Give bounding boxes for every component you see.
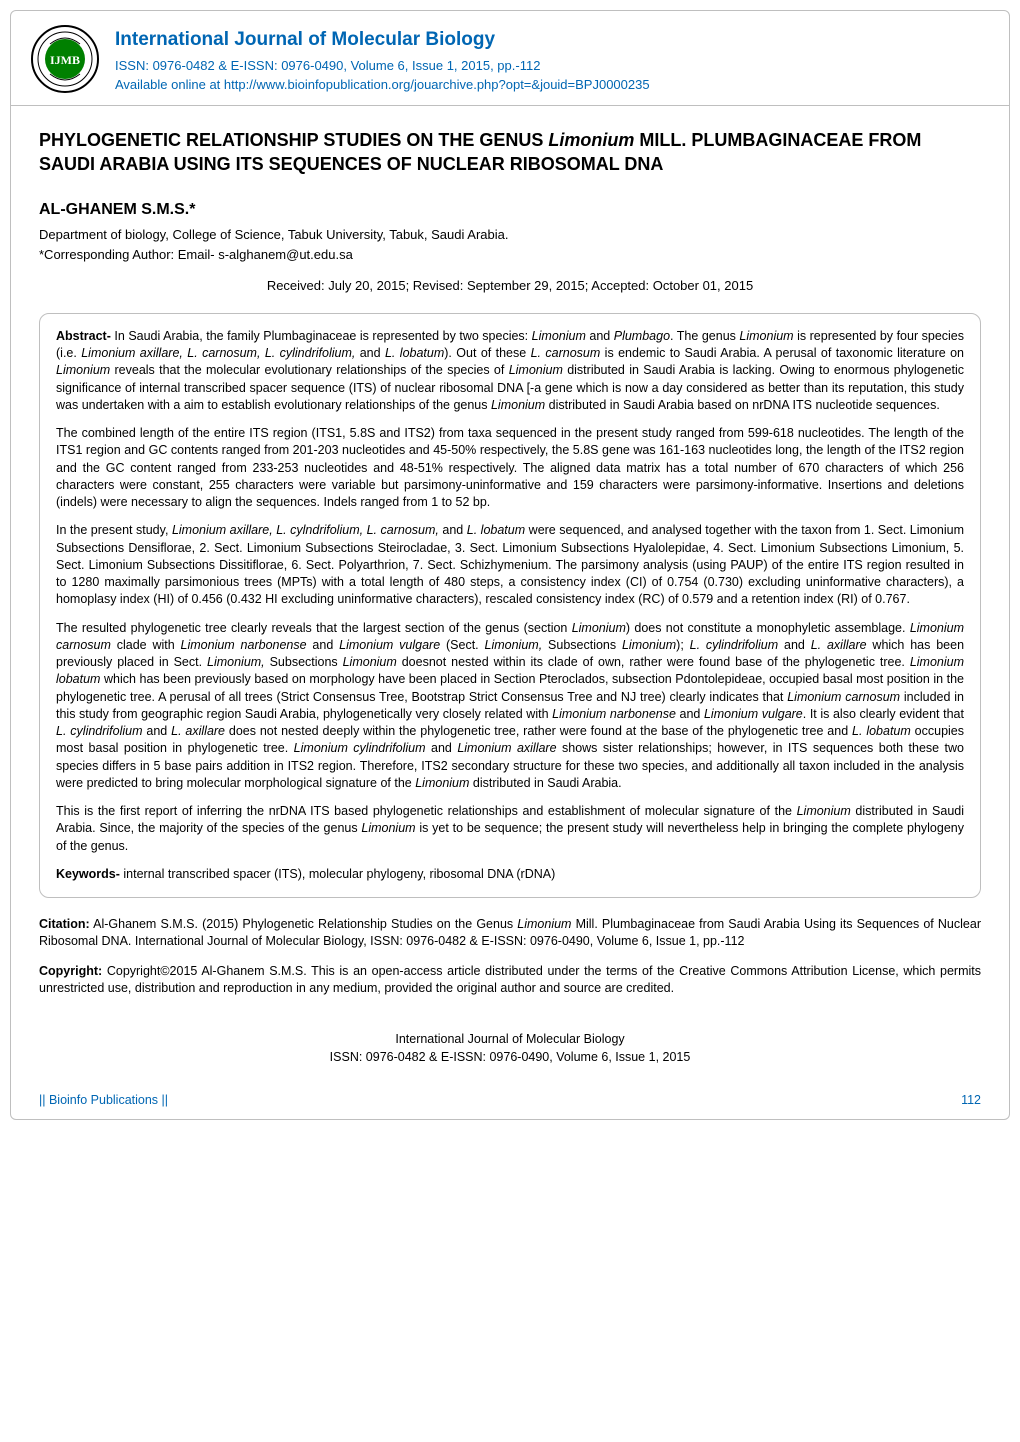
abstract-box: Abstract- In Saudi Arabia, the family Pl… [39, 313, 981, 898]
journal-issn-line: ISSN: 0976-0482 & E-ISSN: 0976-0490, Vol… [115, 57, 991, 75]
journal-title: International Journal of Molecular Biolo… [115, 27, 991, 53]
journal-url-line: Available online at http://www.bioinfopu… [115, 76, 991, 94]
copyright-text: Copyright©2015 Al-Ghanem S.M.S. This is … [39, 964, 981, 995]
page-frame: IJMB International Journal of Molecular … [10, 10, 1010, 1120]
post-abstract: Citation: Al-Ghanem S.M.S. (2015) Phylog… [39, 916, 981, 997]
footer-center: International Journal of Molecular Biolo… [39, 1031, 981, 1066]
bottom-bar: || Bioinfo Publications || 112 [11, 1088, 1009, 1119]
affiliation: Department of biology, College of Scienc… [39, 226, 981, 244]
abstract-p1-text: In Saudi Arabia, the family Plumbaginace… [56, 329, 964, 412]
title-italic-1: Limonium [548, 130, 634, 150]
corresponding-author: *Corresponding Author: Email- s-alghanem… [39, 246, 981, 264]
page-number: 112 [961, 1092, 981, 1109]
copyright: Copyright: Copyright©2015 Al-Ghanem S.M.… [39, 963, 981, 998]
journal-info: International Journal of Molecular Biolo… [115, 23, 991, 94]
author-name: AL-GHANEM S.M.S.* [39, 199, 981, 221]
journal-logo: IJMB [29, 23, 101, 95]
abstract-label: Abstract- [56, 329, 111, 343]
keywords-label: Keywords- [56, 867, 120, 881]
footer-line-2: ISSN: 0976-0482 & E-ISSN: 0976-0490, Vol… [39, 1049, 981, 1067]
abstract-p3: In the present study, Limonium axillare,… [56, 522, 964, 608]
citation: Citation: Al-Ghanem S.M.S. (2015) Phylog… [39, 916, 981, 951]
abstract-p1: Abstract- In Saudi Arabia, the family Pl… [56, 328, 964, 414]
title-pre: PHYLOGENETIC RELATIONSHIP STUDIES ON THE… [39, 130, 548, 150]
svg-text:IJMB: IJMB [50, 53, 80, 67]
abstract-p2: The combined length of the entire ITS re… [56, 425, 964, 511]
publisher-mark: || Bioinfo Publications || [39, 1092, 168, 1109]
article-title: PHYLOGENETIC RELATIONSHIP STUDIES ON THE… [39, 128, 981, 177]
keywords: Keywords- internal transcribed spacer (I… [56, 866, 964, 883]
abstract-p5: This is the first report of inferring th… [56, 803, 964, 855]
abstract-p4: The resulted phylogenetic tree clearly r… [56, 620, 964, 793]
article-dates: Received: July 20, 2015; Revised: Septem… [39, 277, 981, 295]
journal-header: IJMB International Journal of Molecular … [11, 11, 1009, 106]
copyright-label: Copyright: [39, 964, 102, 978]
footer-line-1: International Journal of Molecular Biolo… [39, 1031, 981, 1049]
article-body: PHYLOGENETIC RELATIONSHIP STUDIES ON THE… [11, 106, 1009, 1088]
keywords-text: internal transcribed spacer (ITS), molec… [120, 867, 555, 881]
citation-label: Citation: [39, 917, 90, 931]
citation-text: Al-Ghanem S.M.S. (2015) Phylogenetic Rel… [39, 917, 981, 948]
logo-svg: IJMB [30, 24, 100, 94]
